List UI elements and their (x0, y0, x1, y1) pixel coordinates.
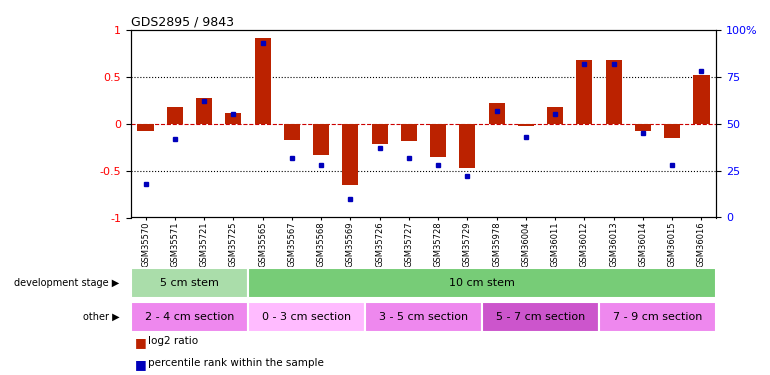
Bar (606, 60, 621, 124)
Bar (248, 268, 716, 298)
Text: 7 - 9 cm section: 7 - 9 cm section (613, 312, 702, 322)
Bar (482, 302, 599, 332)
Text: GDS2895 / 9843: GDS2895 / 9843 (131, 16, 234, 29)
Text: 0 - 3 cm section: 0 - 3 cm section (262, 312, 351, 322)
Bar (248, 302, 365, 332)
Bar (365, 302, 482, 332)
Bar (694, 75, 709, 124)
Bar (460, 124, 475, 168)
Bar (343, 124, 358, 185)
Text: percentile rank within the sample: percentile rank within the sample (148, 358, 323, 368)
Bar (131, 268, 248, 298)
Bar (599, 302, 716, 332)
Text: ■: ■ (135, 358, 146, 371)
Bar (313, 124, 329, 154)
Bar (255, 38, 270, 124)
Bar (518, 124, 534, 126)
Bar (430, 124, 446, 157)
Bar (577, 60, 592, 124)
Text: development stage ▶: development stage ▶ (14, 278, 119, 288)
Text: 3 - 5 cm section: 3 - 5 cm section (379, 312, 468, 322)
Bar (401, 124, 417, 141)
Bar (489, 103, 504, 124)
Text: other ▶: other ▶ (82, 312, 119, 322)
Text: 5 - 7 cm section: 5 - 7 cm section (496, 312, 585, 322)
Bar (372, 124, 387, 144)
Bar (131, 302, 248, 332)
Bar (547, 107, 563, 124)
Bar (665, 124, 680, 138)
Bar (635, 124, 651, 131)
Bar (167, 107, 182, 124)
Text: 2 - 4 cm section: 2 - 4 cm section (145, 312, 234, 322)
Bar (196, 99, 212, 124)
Text: log2 ratio: log2 ratio (148, 336, 198, 346)
Text: 10 cm stem: 10 cm stem (449, 278, 515, 288)
Bar (226, 112, 241, 124)
Text: ■: ■ (135, 336, 146, 349)
Text: 5 cm stem: 5 cm stem (160, 278, 219, 288)
Bar (284, 124, 300, 140)
Bar (138, 124, 153, 131)
